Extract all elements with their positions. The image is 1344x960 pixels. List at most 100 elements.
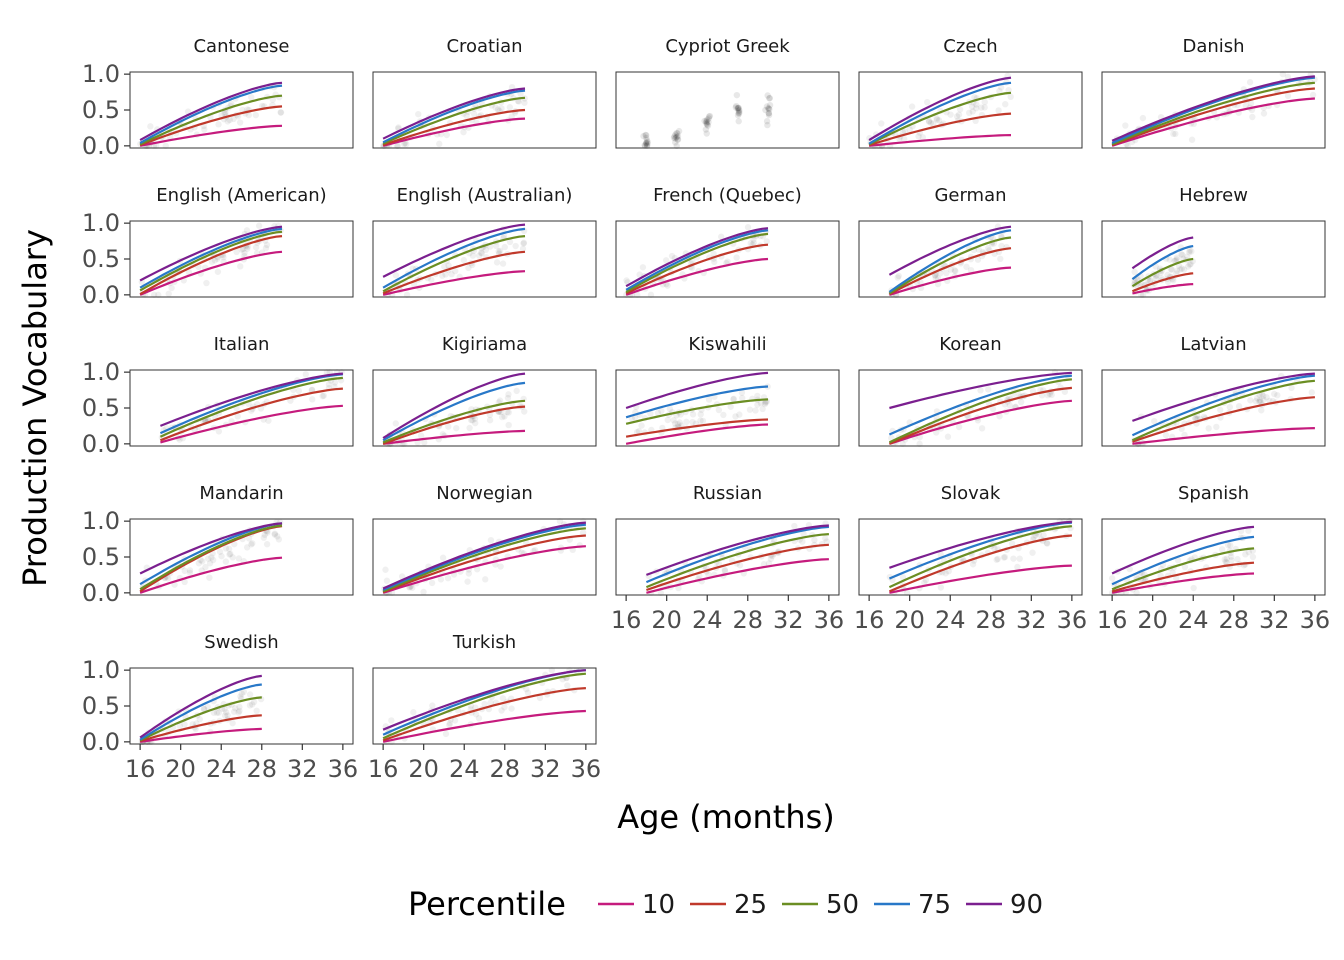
data-point — [244, 245, 251, 252]
percentile-10-line — [1132, 283, 1194, 295]
data-point — [496, 247, 504, 255]
data-point — [732, 413, 739, 420]
data-point — [271, 531, 278, 538]
data-point — [261, 531, 268, 538]
data-point — [209, 556, 217, 564]
data-point — [478, 250, 486, 257]
data-point — [933, 116, 941, 123]
data-point — [245, 111, 253, 119]
data-point — [415, 110, 422, 118]
panel-title: Italian — [214, 334, 270, 355]
percentile-90-line — [888, 225, 1012, 276]
percentile-10-line — [1111, 572, 1255, 594]
data-point — [704, 121, 711, 128]
data-point — [969, 108, 976, 115]
data-point — [956, 106, 964, 113]
panel-border — [372, 667, 597, 745]
x-tick-label: 20 — [408, 755, 439, 783]
panel-title: Czech — [943, 36, 997, 57]
data-point — [1228, 553, 1235, 560]
data-point — [1309, 91, 1317, 99]
data-point — [635, 427, 643, 435]
data-point — [675, 127, 683, 135]
data-point — [1213, 423, 1220, 431]
data-point — [952, 267, 959, 275]
percentile-25-line — [888, 247, 1012, 296]
data-point — [623, 277, 630, 284]
panel-turkish: Turkish 16 20 24 28 32 36 — [368, 632, 601, 783]
data-point — [1046, 390, 1053, 398]
data-point — [899, 440, 906, 448]
data-point — [470, 110, 478, 118]
percentile-10-line — [382, 117, 526, 147]
data-point — [1181, 431, 1188, 439]
data-point — [229, 719, 236, 727]
data-point — [953, 113, 961, 120]
data-point — [703, 120, 710, 128]
x-tick-label: 32 — [1016, 606, 1047, 634]
data-point — [481, 700, 488, 708]
data-point — [800, 530, 807, 537]
panel-border — [372, 220, 597, 298]
percentile-50-line — [139, 524, 283, 591]
data-point — [206, 560, 214, 567]
data-point — [239, 245, 247, 253]
data-point — [235, 709, 242, 716]
data-point — [763, 238, 770, 245]
data-point — [196, 716, 203, 723]
data-point — [951, 267, 958, 274]
percentile-10-line — [889, 266, 1012, 296]
panel-border — [615, 220, 840, 298]
data-point — [493, 259, 501, 266]
data-point — [508, 113, 515, 120]
data-point — [215, 121, 222, 128]
data-point — [204, 703, 211, 711]
data-point — [445, 423, 452, 430]
data-point — [643, 142, 651, 150]
data-point — [497, 563, 504, 570]
percentile-25-line — [382, 108, 526, 147]
percentile-90-line — [1111, 525, 1255, 575]
data-point — [763, 118, 771, 125]
data-point — [735, 118, 742, 125]
data-point — [654, 409, 662, 417]
data-point — [394, 142, 402, 150]
percentile-90-line — [382, 521, 587, 590]
data-point — [981, 104, 988, 111]
percentile-25-line — [139, 235, 283, 296]
data-point — [237, 693, 244, 700]
percentile-50-line — [382, 672, 587, 740]
percentile-75-line — [139, 227, 283, 289]
data-point — [186, 567, 194, 574]
data-point — [969, 561, 977, 568]
data-point — [260, 534, 268, 541]
data-point — [668, 252, 676, 260]
percentile-25-line — [382, 534, 586, 594]
percentile-10-line — [160, 404, 343, 444]
data-point — [736, 106, 743, 114]
panel-title: Norwegian — [436, 483, 533, 504]
data-point — [1006, 402, 1014, 409]
data-point — [734, 104, 741, 112]
panel-croatian: Croatian — [372, 36, 597, 150]
panel-cantonese: Cantonese 0.0 0.5 1.0 — [82, 36, 354, 160]
data-point — [1152, 275, 1160, 282]
data-point — [922, 576, 930, 584]
data-point — [1002, 100, 1009, 108]
data-point — [1256, 396, 1264, 404]
panel-title: French (Quebec) — [653, 185, 802, 206]
data-point — [673, 142, 680, 150]
percentile-25-line — [888, 386, 1073, 445]
data-point — [1014, 563, 1021, 571]
data-point — [302, 371, 309, 378]
x-tick-label: 24 — [1178, 606, 1209, 634]
data-point — [147, 123, 154, 130]
percentile-25-line — [1132, 396, 1315, 443]
percentile-90-line — [889, 520, 1072, 569]
percentile-50-line — [1111, 81, 1315, 146]
data-point — [465, 570, 473, 577]
y-tick-label: 1.0 — [82, 656, 120, 684]
percentile-90-line — [1131, 236, 1194, 270]
data-point — [1184, 253, 1191, 260]
data-point — [765, 105, 772, 112]
